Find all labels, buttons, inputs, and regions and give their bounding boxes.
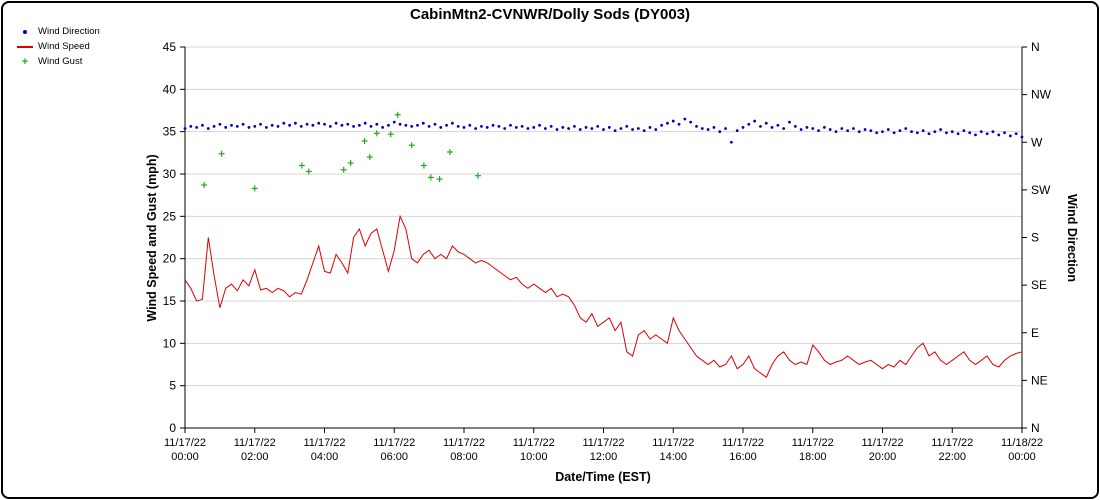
legend-label-wind-speed: Wind Speed <box>38 41 90 52</box>
svg-text:SE: SE <box>1031 278 1047 292</box>
svg-text:00:00: 00:00 <box>1008 451 1036 463</box>
svg-text:W: W <box>1031 135 1043 149</box>
svg-text:30: 30 <box>163 167 177 181</box>
svg-text:N: N <box>1031 421 1040 435</box>
y-axis-label-right: Wind Direction <box>1065 193 1079 283</box>
svg-text:35: 35 <box>163 125 177 139</box>
wind-gust-plus-icon: + <box>21 55 29 68</box>
svg-text:11/17/22: 11/17/22 <box>164 437 206 449</box>
svg-text:00:00: 00:00 <box>171 451 199 463</box>
svg-text:25: 25 <box>163 209 177 223</box>
svg-text:08:00: 08:00 <box>450 451 478 463</box>
svg-text:45: 45 <box>163 40 177 54</box>
y-axis-label-left: Wind Speed and Gust (mph) <box>145 154 159 322</box>
svg-text:5: 5 <box>169 379 176 393</box>
svg-text:11/17/22: 11/17/22 <box>443 437 485 449</box>
svg-text:22:00: 22:00 <box>938 451 966 463</box>
svg-text:S: S <box>1031 231 1039 245</box>
svg-text:06:00: 06:00 <box>380 451 408 463</box>
svg-text:11/18/22: 11/18/22 <box>1001 437 1043 449</box>
legend-item-wind-speed: Wind Speed <box>16 39 100 54</box>
chart-title: CabinMtn2-CVNWR/Dolly Sods (DY003) <box>409 6 691 23</box>
svg-text:11/17/22: 11/17/22 <box>303 437 345 449</box>
svg-text:11/17/22: 11/17/22 <box>931 437 973 449</box>
svg-text:14:00: 14:00 <box>659 451 687 463</box>
svg-text:40: 40 <box>163 82 177 96</box>
svg-text:02:00: 02:00 <box>241 451 269 463</box>
svg-text:20:00: 20:00 <box>869 451 897 463</box>
svg-text:15: 15 <box>163 294 177 308</box>
svg-text:10: 10 <box>163 336 177 350</box>
svg-text:04:00: 04:00 <box>311 451 339 463</box>
svg-text:N: N <box>1031 40 1040 54</box>
svg-text:NE: NE <box>1031 373 1048 387</box>
svg-text:11/17/22: 11/17/22 <box>861 437 903 449</box>
legend-item-wind-direction: Wind Direction <box>16 24 100 39</box>
svg-text:11/17/22: 11/17/22 <box>722 437 764 449</box>
legend-label-wind-gust: Wind Gust <box>38 56 83 67</box>
svg-text:11/17/22: 11/17/22 <box>373 437 415 449</box>
legend-item-wind-gust: + Wind Gust <box>16 54 100 69</box>
svg-text:0: 0 <box>169 421 176 435</box>
svg-text:11/17/22: 11/17/22 <box>792 437 834 449</box>
svg-text:11/17/22: 11/17/22 <box>582 437 624 449</box>
svg-text:NW: NW <box>1031 88 1052 102</box>
svg-text:20: 20 <box>163 252 177 266</box>
wind-speed-line-icon <box>16 45 34 48</box>
svg-text:10:00: 10:00 <box>520 451 548 463</box>
svg-text:16:00: 16:00 <box>729 451 757 463</box>
svg-text:11/17/22: 11/17/22 <box>234 437 276 449</box>
svg-text:11/17/22: 11/17/22 <box>513 437 555 449</box>
svg-text:SW: SW <box>1031 183 1051 197</box>
chart-legend: Wind Direction Wind Speed + Wind Gust <box>16 24 100 69</box>
legend-label-wind-direction: Wind Direction <box>38 26 100 37</box>
svg-text:E: E <box>1031 326 1039 340</box>
x-axis-label: Date/Time (EST) <box>555 470 651 484</box>
svg-text:12:00: 12:00 <box>590 451 618 463</box>
svg-text:11/17/22: 11/17/22 <box>652 437 694 449</box>
wind-direction-dot-icon <box>16 29 34 34</box>
svg-text:18:00: 18:00 <box>799 451 827 463</box>
